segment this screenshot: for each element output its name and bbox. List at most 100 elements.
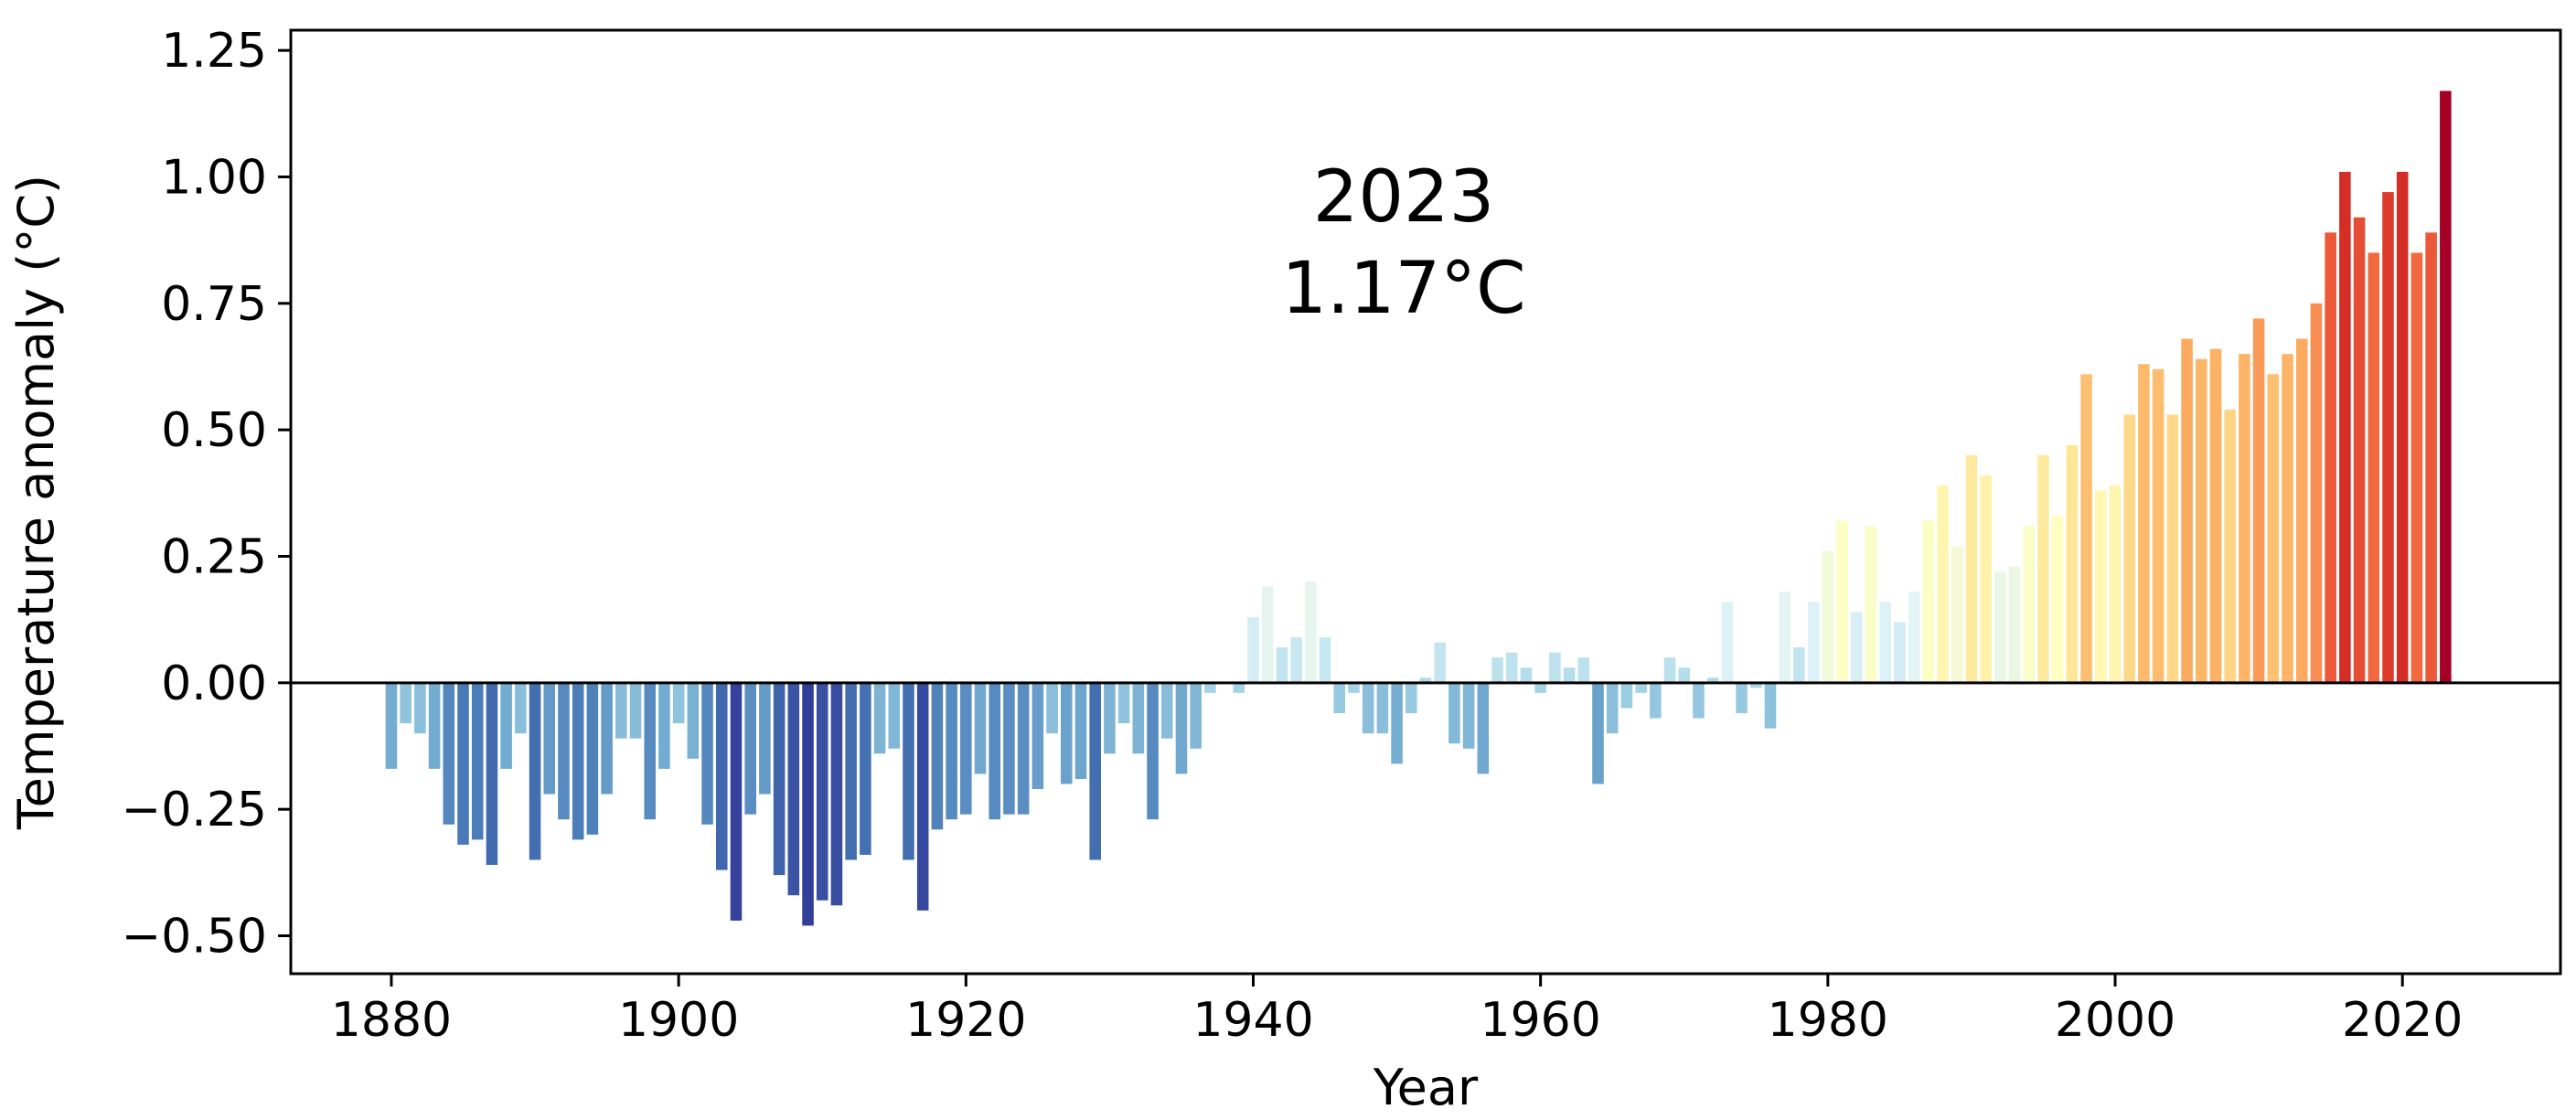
bar-2012 [2282,354,2293,683]
bar-1942 [1276,647,1288,683]
bar-1905 [744,682,756,815]
bar-1894 [586,682,599,835]
bars-layer [385,91,2452,926]
bar-1952 [1419,677,1432,683]
bar-2015 [2325,232,2336,683]
bar-1975 [1750,682,1762,688]
x-tick-label-2020: 2020 [2342,993,2463,1048]
bar-1884 [443,682,455,825]
bar-1955 [1462,682,1475,749]
bar-1911 [830,682,843,906]
bar-1881 [400,682,412,724]
bar-1928 [1074,682,1087,779]
x-axis-title: Year [1373,1059,1479,1116]
x-tick-label-1980: 1980 [1768,993,1888,1048]
bar-1988 [1937,485,1949,683]
bar-2022 [2425,232,2437,683]
bar-1915 [888,682,901,749]
bar-2014 [2310,303,2323,683]
bar-1986 [1908,592,1920,683]
bar-1880 [385,682,398,769]
bar-2018 [2368,252,2380,683]
bar-1899 [658,682,670,769]
bar-1941 [1261,586,1274,683]
bar-1939 [1233,682,1245,693]
bar-1901 [687,682,700,759]
bar-1956 [1477,682,1490,774]
bar-1931 [1117,682,1130,724]
y-tick-label-4: 0.50 [161,403,267,458]
bar-1898 [644,682,657,820]
bar-1976 [1764,682,1777,729]
bar-1929 [1089,682,1101,860]
bar-1985 [1894,622,1906,683]
bar-1927 [1060,682,1073,784]
bar-1924 [1017,682,1030,815]
bar-1964 [1592,682,1604,784]
x-tick-label-1960: 1960 [1480,993,1600,1048]
bar-1907 [773,682,786,876]
bar-2010 [2252,318,2265,683]
bar-2013 [2295,338,2308,683]
plot-frame [289,28,2562,976]
bar-1919 [946,682,957,820]
annotation-year: 2023 [1313,156,1495,239]
bar-2007 [2209,348,2222,683]
bar-1914 [873,682,886,754]
bar-1996 [2051,516,2064,683]
bar-1983 [1865,526,1877,683]
bar-2003 [2152,368,2164,683]
bar-1904 [730,682,743,921]
bar-1883 [428,682,441,769]
bar-2008 [2224,410,2236,683]
bar-1906 [759,682,771,795]
bar-1967 [1635,682,1647,693]
bar-1909 [802,682,814,926]
bar-1932 [1132,682,1145,754]
bar-1913 [860,682,871,855]
bar-1889 [515,682,527,734]
bar-1971 [1693,682,1705,719]
bar-1910 [816,682,828,901]
y-tick-label-5: 0.75 [161,277,267,332]
bar-1979 [1807,602,1820,683]
bar-1920 [960,682,972,815]
bar-1892 [558,682,570,820]
bar-1997 [2066,444,2079,683]
bar-1902 [701,682,713,825]
y-tick-label-6: 1.00 [161,150,267,205]
bar-2011 [2267,374,2280,683]
bar-2019 [2382,192,2394,683]
bar-1917 [916,682,929,911]
bar-2021 [2410,252,2423,683]
bar-1949 [1376,682,1389,734]
bar-1908 [787,682,800,896]
bar-1966 [1620,682,1633,709]
bar-1930 [1104,682,1116,754]
bar-1935 [1175,682,1188,774]
bar-1990 [1965,454,1978,683]
bar-1890 [529,682,541,860]
bar-1984 [1879,602,1891,683]
bar-1950 [1391,682,1403,764]
bar-2020 [2396,171,2409,683]
bar-1962 [1563,667,1576,683]
bar-1940 [1247,616,1259,683]
bar-1882 [414,682,426,734]
x-tick-label-1940: 1940 [1192,993,1313,1048]
bar-1947 [1348,682,1360,693]
bar-1916 [903,682,914,860]
bar-1885 [457,682,469,845]
bar-1895 [601,682,613,795]
bar-1982 [1850,612,1863,683]
bar-1926 [1046,682,1058,734]
bar-1994 [2023,526,2036,683]
bar-1981 [1836,520,1848,683]
bar-1957 [1491,657,1503,683]
y-tick-label-1: −0.25 [122,783,267,837]
bar-1896 [615,682,627,739]
bar-2017 [2353,217,2366,683]
bar-1993 [2008,566,2021,683]
bar-1970 [1678,667,1691,683]
